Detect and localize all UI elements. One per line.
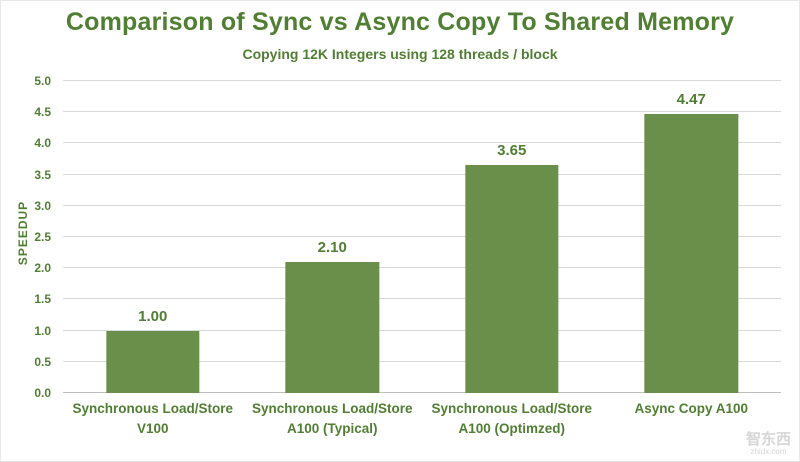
y-tick-label: 2.5 — [34, 230, 51, 244]
bar-slot: 1.00 — [63, 81, 243, 393]
y-tick-label: 5.0 — [34, 74, 51, 88]
y-tick-label: 3.0 — [34, 198, 51, 213]
x-category-label-line: Synchronous Load/Store — [251, 401, 413, 416]
x-category-label: Synchronous Load/Store A100 (Typical) — [243, 399, 423, 438]
x-category-label-line: V100 — [136, 420, 169, 436]
chart-subtitle: Copying 12K Integers using 128 threads /… — [242, 46, 558, 62]
gridline — [63, 236, 781, 237]
bar-value-label: 3.65 — [497, 142, 527, 160]
y-tick-label: 4.0 — [34, 136, 51, 151]
bar-slot: 3.65 — [422, 81, 602, 393]
bar-slot: 4.47 — [602, 81, 782, 393]
x-category-label-line: Async Copy A100 — [634, 401, 749, 416]
x-category-label-line: Synchronous Load/Store — [72, 401, 234, 416]
y-tick-label: 1.0 — [34, 323, 51, 338]
y-tick-label: 2.0 — [34, 261, 51, 276]
y-tick-label: 0.0 — [34, 386, 51, 400]
gridline — [63, 392, 781, 393]
bar — [106, 330, 200, 393]
bar-value-label: 2.10 — [317, 238, 347, 256]
x-axis-labels: Synchronous Load/Store V100 Synchronous Lo… — [63, 399, 781, 445]
y-tick-label: 1.5 — [34, 292, 51, 307]
y-tick-label: 0.5 — [34, 354, 51, 369]
gridline — [63, 267, 781, 269]
gridline — [63, 204, 781, 206]
gridline — [63, 80, 781, 81]
gridline — [63, 173, 781, 175]
x-category-label-line: A100 (Optimzed) — [458, 420, 566, 436]
bar-value-label: 4.47 — [676, 91, 706, 109]
chart-title: Comparison of Sync vs Async Copy To Shar… — [65, 8, 735, 36]
x-category-label: Synchronous Load/Store A100 (Optimzed) — [422, 399, 602, 438]
plot-area: 1.00 2.10 3.65 4.47 — [63, 80, 781, 393]
watermark: 智东西 zhidx.com — [745, 430, 791, 457]
gridline — [63, 142, 781, 144]
y-tick-label: 4.5 — [34, 105, 51, 120]
x-category-label: Async Copy A100 — [602, 399, 782, 419]
watermark-url-text: zhidx.com — [750, 447, 787, 457]
gridline — [63, 360, 781, 362]
bar-slot: 2.10 — [243, 81, 423, 393]
bar — [644, 114, 738, 393]
gridline — [63, 298, 781, 300]
bar-slots: 1.00 2.10 3.65 4.47 — [63, 81, 781, 393]
y-axis-ticks: 0.0 0.5 1.0 1.5 2.0 2.5 3.0 3.5 4.0 4.5 5.0 — [9, 74, 57, 400]
x-category-label-line: Synchronous Load/Store — [431, 401, 593, 416]
gridline — [63, 329, 781, 331]
bar-value-label: 1.00 — [138, 307, 168, 325]
x-category-label-line: A100 (Typical) — [286, 420, 378, 436]
x-category-label: Synchronous Load/Store V100 — [63, 399, 243, 438]
gridline — [63, 111, 781, 113]
bar — [285, 261, 379, 393]
y-tick-label: 3.5 — [34, 167, 51, 182]
watermark-logo-text: 智东西 — [745, 430, 791, 448]
bar — [465, 165, 559, 393]
